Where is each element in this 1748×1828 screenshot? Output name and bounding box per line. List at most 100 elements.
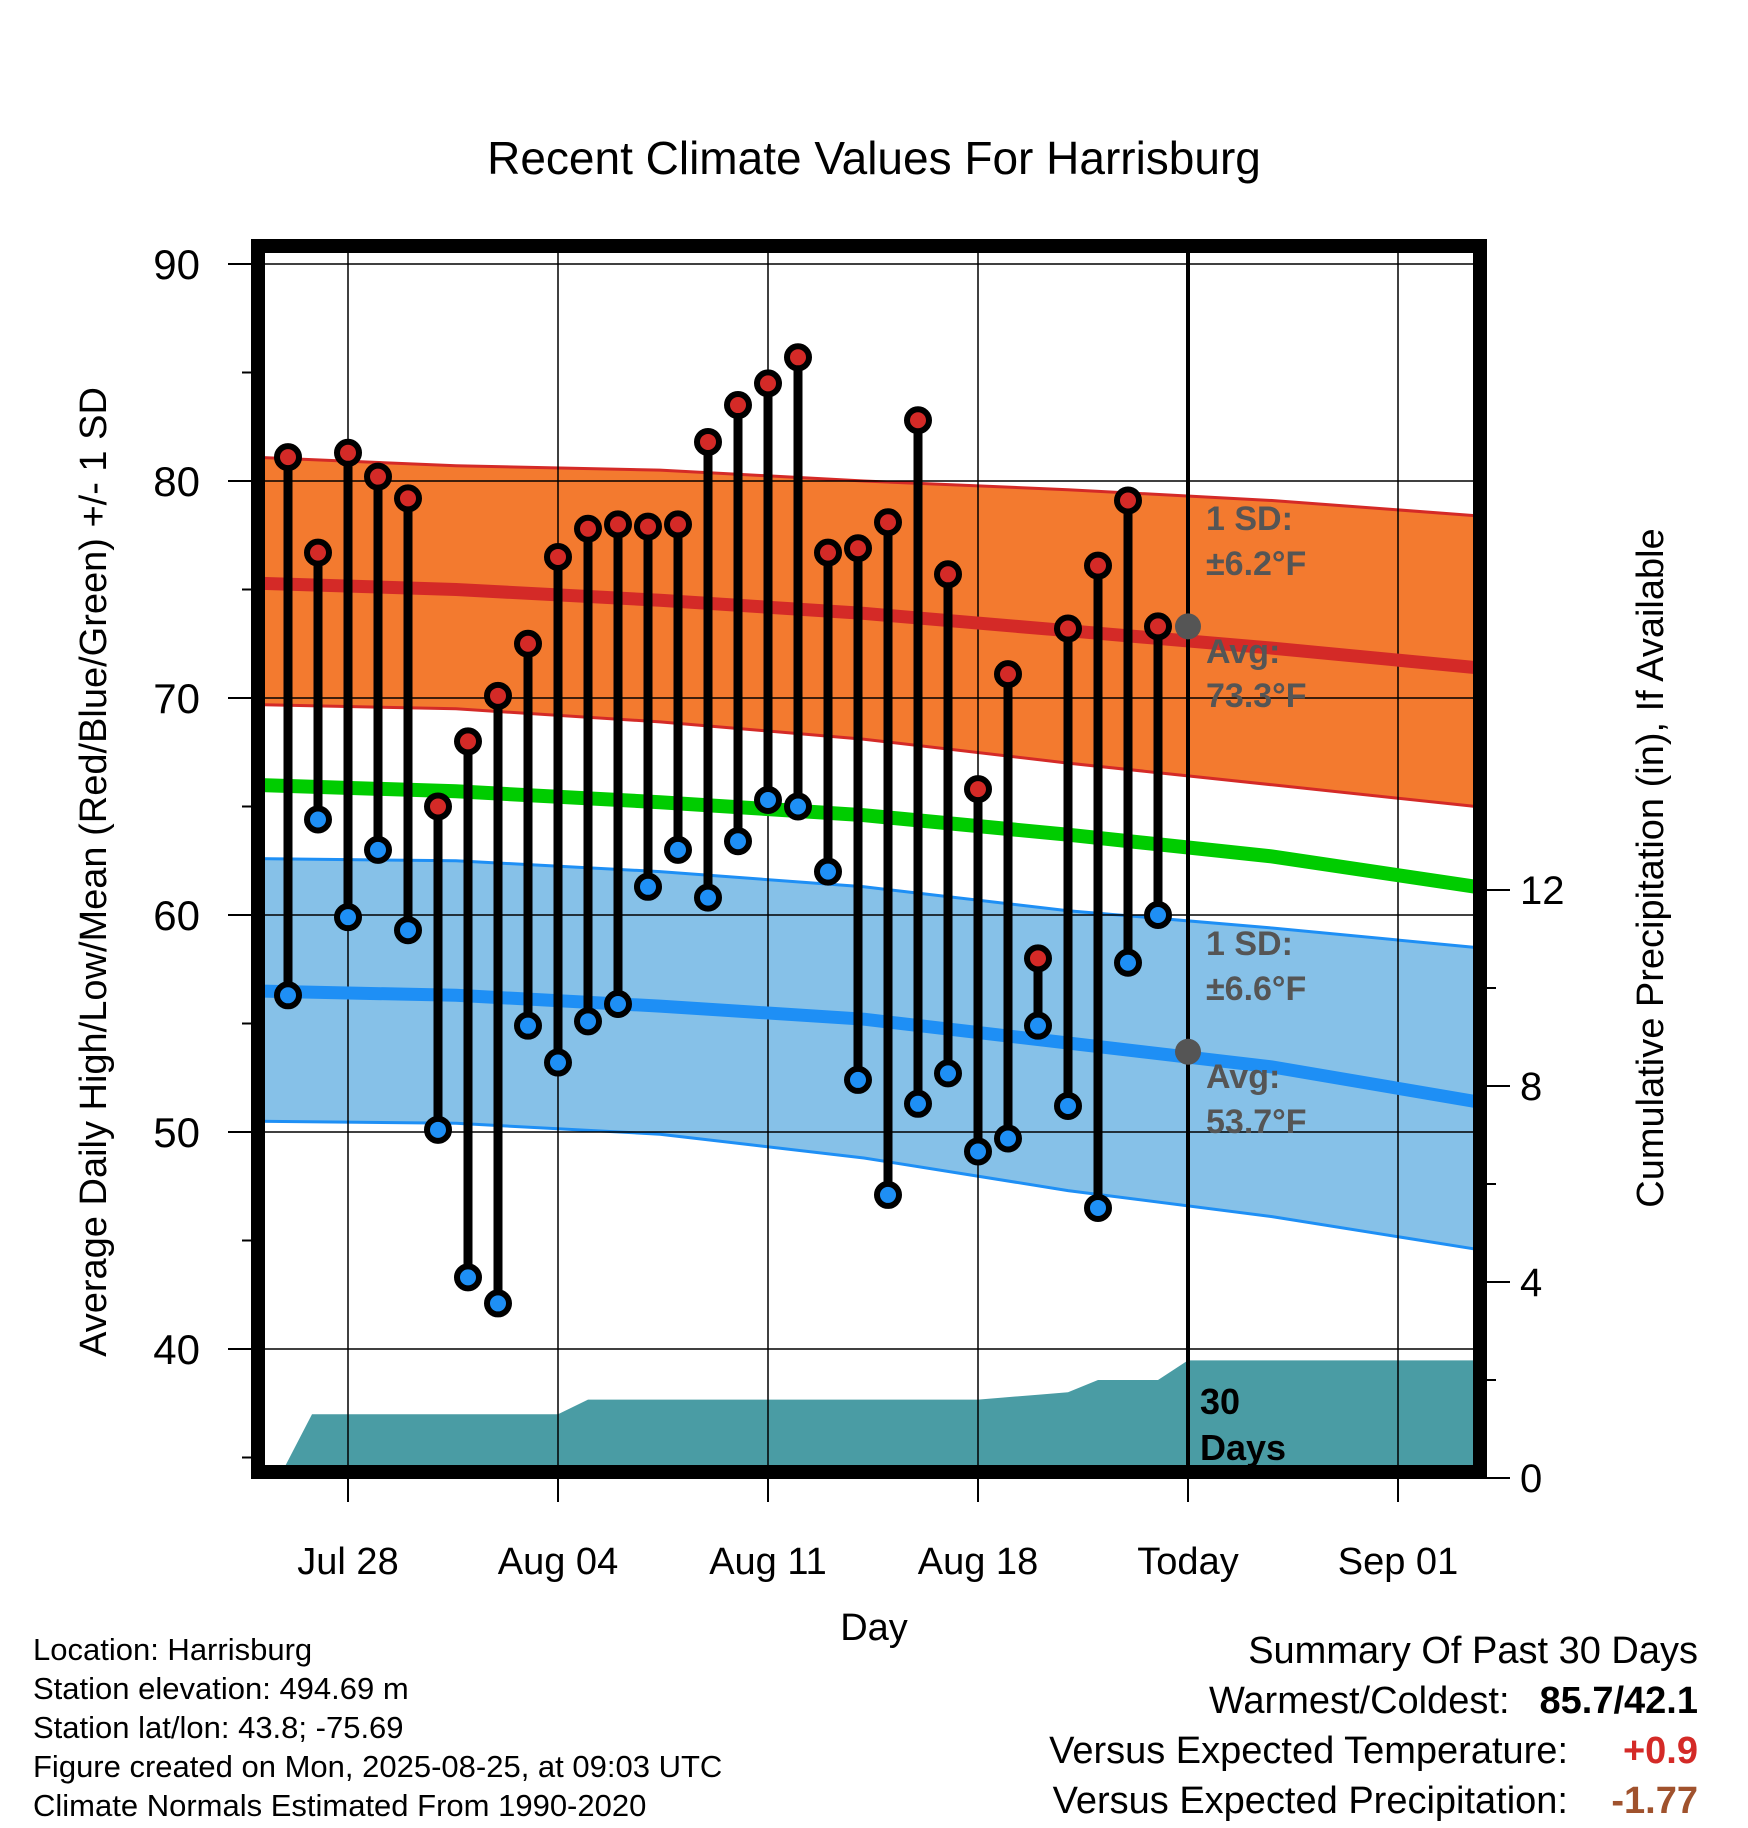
y-axis-label: Average Daily High/Low/Mean (Red/Blue/Gr…: [73, 387, 115, 1357]
high-point: [694, 427, 722, 456]
high-point: [904, 406, 932, 435]
high-point: [364, 462, 392, 491]
high-sd-value: ±6.2°F: [1206, 545, 1306, 583]
high-point: [334, 438, 362, 467]
low-point: [544, 1048, 572, 1077]
low-point: [754, 785, 782, 814]
low-point: [1084, 1193, 1112, 1222]
precip-days-number: 30: [1200, 1381, 1240, 1422]
warm-cold-value: 85.7/42.1: [1539, 1680, 1698, 1722]
elevation-text: Station elevation: 494.69 m: [33, 1671, 409, 1706]
high-point: [724, 391, 752, 420]
high-sd-label: 1 SD:: [1206, 500, 1293, 538]
low-point: [964, 1137, 992, 1166]
axes: 40 50 60 70 80 90 0 4 8 12 Jul 28 Aug 04 Aug 11 Aug 1…: [153, 241, 1564, 1583]
low-point: [634, 872, 662, 901]
mean-line: [258, 777, 1478, 894]
low-point: [514, 1011, 542, 1040]
annotations: 1 SD: ±6.2°F Avg: 73.3°F 1 SD: ±6.6°F Avg: 53.7…: [1175, 500, 1307, 1468]
low-point: [604, 989, 632, 1018]
low-point: [874, 1180, 902, 1209]
precip-value: -1.77: [1611, 1780, 1698, 1822]
high-lower-edge: [258, 703, 1477, 808]
low-point: [394, 916, 422, 945]
high-point: [514, 629, 542, 658]
y2-axis-label: Cumulative Precipitation (in), If Availa…: [1630, 528, 1672, 1207]
high-point: [1114, 486, 1142, 515]
high-point: [1144, 612, 1172, 641]
summary-title: Summary Of Past 30 Days: [1248, 1630, 1698, 1672]
low-point: [424, 1115, 452, 1144]
x-tick-label: Aug 11: [709, 1541, 827, 1583]
y-tick-label: 70: [153, 675, 200, 722]
y-tick-label: 40: [153, 1326, 200, 1373]
x-tick-label: Aug 18: [918, 1541, 1038, 1583]
precipitation-area: [282, 1360, 1476, 1472]
low-point: [814, 857, 842, 886]
high-point: [754, 369, 782, 398]
high-point: [574, 514, 602, 543]
x-tick-label: Jul 28: [297, 1541, 398, 1583]
high-mean-line: [258, 576, 1477, 675]
low-avg-value: 53.7°F: [1206, 1103, 1307, 1141]
low-point: [784, 792, 812, 821]
x-tick-label: Today: [1137, 1541, 1238, 1583]
low-upper-edge: [258, 857, 1477, 949]
low-avg-label: Avg:: [1206, 1058, 1280, 1096]
temp-row: Versus Expected Temperature: +0.9: [1049, 1726, 1698, 1776]
low-point: [274, 981, 302, 1010]
temp-value: +0.9: [1622, 1730, 1698, 1772]
precip-days-label: Days: [1200, 1427, 1286, 1468]
high-point: [544, 542, 572, 571]
x-tick-label: Aug 04: [498, 1541, 618, 1583]
high-point: [394, 484, 422, 513]
low-mean-line: [258, 984, 1478, 1109]
x-axis-label: Day: [840, 1607, 908, 1649]
high-point: [454, 727, 482, 756]
high-point: [934, 560, 962, 589]
low-point: [484, 1289, 512, 1318]
high-point: [664, 510, 692, 539]
precip-row: Versus Expected Precipitation: -1.77: [1049, 1776, 1698, 1826]
low-point: [1054, 1091, 1082, 1120]
precipitation-fill: [282, 1360, 1476, 1472]
high-avg-value: 73.3°F: [1206, 677, 1307, 715]
high-point: [304, 538, 332, 567]
low-point: [1144, 901, 1172, 929]
low-point: [904, 1089, 932, 1118]
low-sd-label: 1 SD:: [1206, 925, 1293, 963]
low-sd-value: ±6.6°F: [1206, 970, 1306, 1008]
high-point: [1024, 944, 1052, 973]
y2-tick-label: 8: [1520, 1065, 1542, 1109]
high-point: [874, 508, 902, 537]
high-point: [964, 775, 992, 804]
chart-title: Recent Climate Values For Harrisburg: [487, 132, 1261, 184]
high-point: [814, 538, 842, 567]
daily-range-bars: [274, 343, 1172, 1318]
y-tick-label: 90: [153, 241, 200, 288]
high-point: [274, 443, 302, 472]
low-point: [994, 1124, 1022, 1153]
y2-tick-label: 12: [1520, 869, 1565, 913]
y2-tick-label: 0: [1520, 1457, 1542, 1501]
y2-tick-label: 4: [1520, 1261, 1542, 1305]
temp-label: Versus Expected Temperature:: [1049, 1730, 1568, 1772]
low-point: [694, 883, 722, 912]
low-lower-edge: [258, 1119, 1477, 1251]
high-point: [994, 660, 1022, 689]
high-point: [1054, 614, 1082, 643]
plot-border: [251, 239, 1487, 1479]
y-tick-label: 80: [153, 458, 200, 505]
high-point: [784, 343, 812, 372]
latlon-text: Station lat/lon: 43.8; -75.69: [33, 1710, 404, 1745]
x-tick-label: Sep 01: [1338, 1541, 1458, 1583]
y-tick-label: 60: [153, 892, 200, 939]
high-point: [484, 681, 512, 710]
low-point: [364, 835, 392, 864]
station-info: Location: Harrisburg Station elevation: …: [33, 1630, 722, 1825]
high-point: [844, 534, 872, 563]
precip-label: Versus Expected Precipitation:: [1052, 1780, 1568, 1822]
low-point: [1024, 1011, 1052, 1040]
high-point: [1084, 551, 1112, 580]
